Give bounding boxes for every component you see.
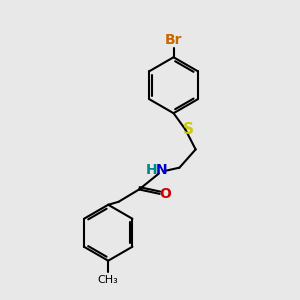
Text: N: N <box>155 163 167 177</box>
Text: Br: Br <box>165 33 182 47</box>
Text: H: H <box>146 163 158 177</box>
Text: S: S <box>183 122 194 137</box>
Text: O: O <box>160 187 172 201</box>
Text: CH₃: CH₃ <box>98 275 118 285</box>
